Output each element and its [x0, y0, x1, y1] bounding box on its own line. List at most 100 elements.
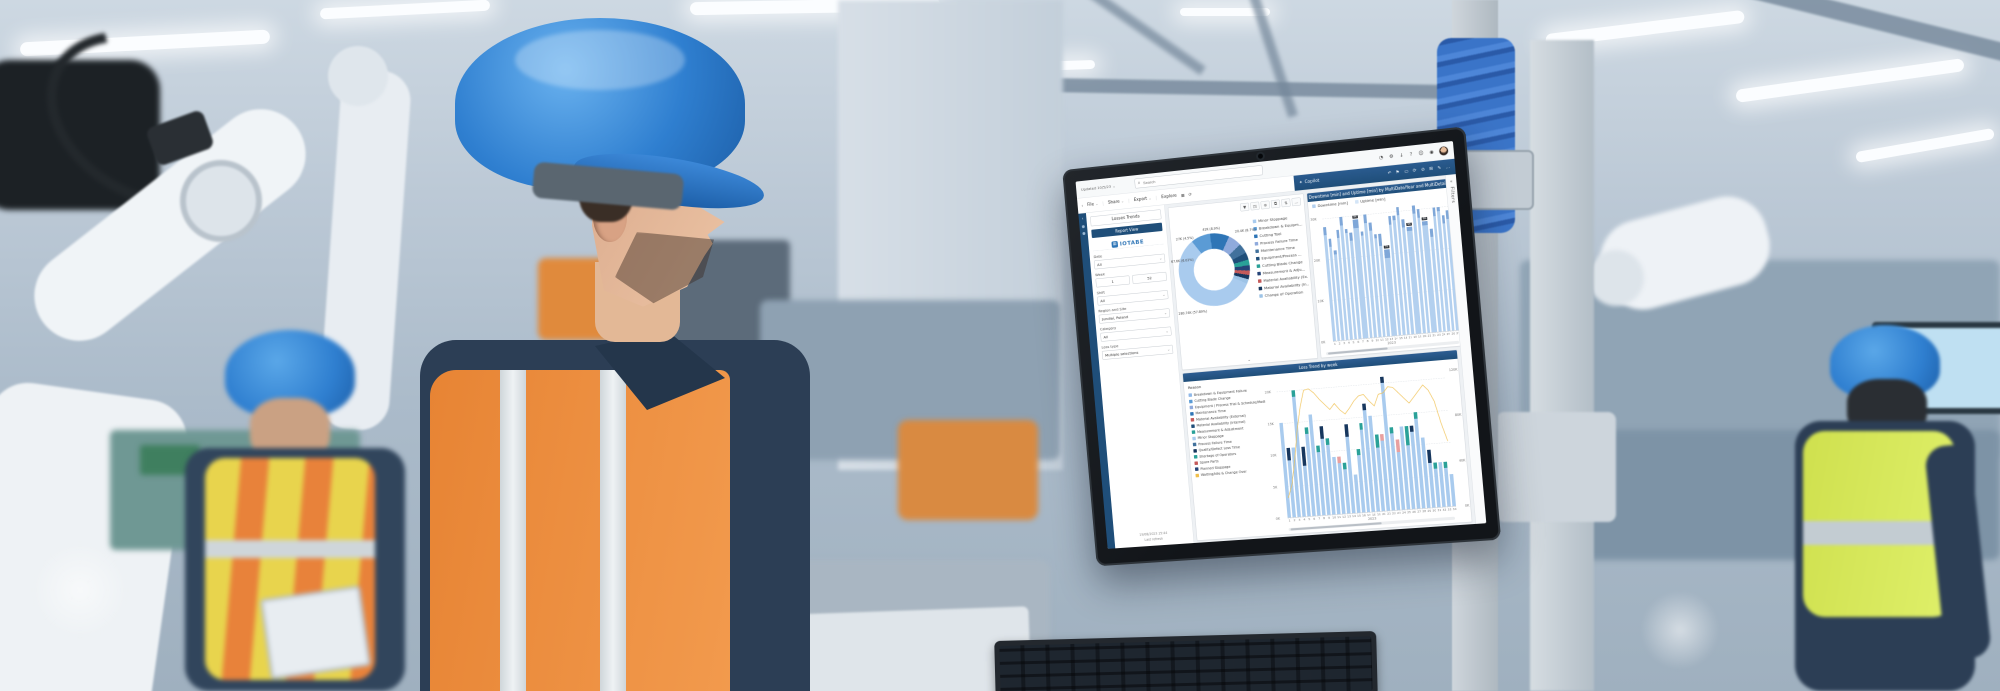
legend-swatch — [1252, 219, 1257, 224]
tablet — [259, 585, 372, 680]
last-updated-text: Updated 10/5/23 — [1080, 184, 1112, 192]
robot-joint — [180, 160, 262, 242]
y-axis-label: 30K — [1310, 217, 1317, 223]
menu-item-file[interactable]: File ⌄ — [1085, 201, 1101, 208]
legend-item[interactable]: Change of Operation — [1259, 289, 1309, 298]
copy-icon[interactable]: ⧉ — [1270, 199, 1281, 209]
background-worker-left — [165, 330, 425, 691]
legend-swatch — [1257, 279, 1262, 283]
bar-segment — [1378, 233, 1383, 247]
monitor-screen: Updated 10/5/23 ⌄ ⌕ ◔ ⚙ ↓? ☺ ◉ ‹ File⌄ | Share… — [1075, 140, 1487, 549]
more-options-icon[interactable]: … — [1291, 197, 1302, 207]
bar-segment — [1319, 426, 1324, 440]
last-updated-label[interactable]: Updated 10/5/23 ⌄ — [1081, 184, 1116, 192]
brand-name: IOTABE — [1119, 238, 1145, 248]
downtime-uptime-card[interactable]: Downtime [min] and Uptime [min] by Multi… — [1306, 178, 1466, 359]
chevron-down-icon: ⌄ — [1095, 201, 1099, 207]
refresh-icon[interactable]: ⟳ — [1412, 167, 1417, 174]
feedback-icon[interactable]: ☺ — [1418, 150, 1424, 157]
search-icon: ⌕ — [1137, 180, 1141, 186]
filter-value: All — [1096, 262, 1102, 267]
more-icon[interactable]: … — [1445, 164, 1451, 170]
legend-label: Maintenance Time — [1195, 408, 1227, 416]
menu-item-share[interactable]: Share ⌄ — [1105, 198, 1126, 205]
bar-segment — [1395, 439, 1401, 453]
legend-label: Process Failure Time — [1259, 237, 1298, 246]
legend-swatch — [1189, 405, 1194, 410]
undo-icon[interactable]: ↶ — [1387, 170, 1392, 177]
bar-segment — [1427, 449, 1432, 463]
legend-swatch — [1257, 271, 1261, 276]
filter-region-and-site: Region and Site Jundiaí, Poland ⌄ — [1098, 302, 1171, 324]
reflective-stripe — [1803, 521, 1955, 545]
focus-mode-icon[interactable]: ◳ — [1250, 201, 1260, 211]
series-legend-item[interactable]: Uptime [min] — [1354, 197, 1385, 205]
y-axis-label: 20K — [1313, 258, 1321, 263]
keyboard[interactable] — [994, 631, 1378, 691]
notifications-icon[interactable]: ◔ — [1378, 154, 1384, 161]
legend-swatch — [1193, 448, 1197, 453]
nav-dot[interactable] — [1082, 231, 1086, 236]
y-axis-right-label: 40K — [1458, 458, 1466, 463]
bar-segment — [1449, 473, 1456, 507]
filter-value: Jundiaí, Poland — [1101, 314, 1129, 322]
legend-swatch — [1259, 294, 1263, 298]
legend-label: Waiting/Idle & Change Over — [1200, 469, 1247, 477]
bar-plot[interactable] — [1275, 365, 1457, 519]
bar-data-label: 9K — [1406, 222, 1413, 226]
menu-item-label: Export — [1133, 196, 1148, 203]
loss-trend-card[interactable]: Loss Trend by week Reason Breakdown & Eq… — [1182, 349, 1473, 541]
collapse-nav-icon[interactable]: ‹ — [1081, 216, 1084, 222]
robot-joint-housing — [0, 60, 160, 210]
chevron-down-icon: ⌄ — [1112, 183, 1116, 189]
menu-item-explore[interactable]: Explore — [1159, 193, 1180, 200]
dashboard: Updated 10/5/23 ⌄ ⌕ ◔ ⚙ ↓? ☺ ◉ ‹ File⌄ | Share… — [1075, 140, 1487, 549]
menu-item-label: Explore — [1161, 193, 1177, 200]
expand-filters-icon[interactable]: « — [1449, 179, 1453, 184]
legend-swatch — [1190, 411, 1194, 416]
comment-icon[interactable]: ▭ — [1403, 168, 1409, 175]
y-axis-label: 15K — [1267, 421, 1274, 427]
layout-icon[interactable]: ▦ — [1180, 192, 1185, 198]
copilot-button[interactable]: ✦ Copilot — [1299, 178, 1320, 185]
filter-value: Multiple selections — [1104, 350, 1139, 358]
series-legend-item[interactable]: Downtime [min] — [1312, 201, 1348, 209]
avatar[interactable] — [1438, 145, 1449, 157]
edit-icon[interactable]: ✎ — [1437, 165, 1442, 171]
bar-plot[interactable]: 9K 7K 9K 9K — [1321, 197, 1460, 342]
chevron-down-icon: ⌄ — [1148, 196, 1152, 201]
losses-donut-card[interactable]: ▼ ◳ ⊛ ⧉ ⇅… 280.74K (57.89%) 67.6K (6.02%) 27K … — [1167, 193, 1318, 371]
filter-icon[interactable]: ▼ — [1239, 202, 1250, 212]
mount-bracket — [1496, 412, 1616, 522]
menu-separator: | — [1155, 195, 1158, 201]
copilot-icon: ✦ — [1298, 179, 1303, 186]
nav-dot[interactable] — [1081, 225, 1085, 229]
refresh-icon[interactable]: ⟳ — [1188, 191, 1192, 197]
bookmark-icon[interactable]: ⚑ — [1395, 169, 1400, 176]
download-icon[interactable]: ↓ — [1399, 152, 1404, 159]
reset-icon[interactable]: ⊘ — [1420, 167, 1425, 173]
help-icon[interactable]: ? — [1409, 151, 1413, 158]
sort-icon[interactable]: ⇅ — [1281, 198, 1291, 208]
menu-item-export[interactable]: Export ⌄ — [1131, 196, 1154, 203]
legend-swatch — [1255, 249, 1259, 254]
webcam — [1257, 153, 1264, 159]
account-icon[interactable]: ◉ — [1429, 148, 1434, 155]
settings-icon[interactable]: ⚙ — [1389, 153, 1394, 160]
y-axis-label: 10K — [1270, 453, 1277, 458]
hat-highlight — [515, 30, 685, 90]
legend-swatch — [1193, 454, 1198, 459]
donut-chart[interactable]: 280.74K (57.89%) 67.6K (6.02%) 27K (4.5%) 4… — [1171, 226, 1260, 363]
ceiling-light-strip — [1180, 8, 1270, 16]
legend-swatch — [1254, 241, 1259, 246]
trend-legend: Reason Breakdown & Equipment Failure Cutt… — [1184, 375, 1277, 538]
chevron-left-icon[interactable]: ‹ — [1081, 203, 1084, 208]
fullscreen-icon[interactable]: ⊞ — [1428, 166, 1434, 172]
range-input[interactable]: 1 — [1095, 275, 1131, 288]
legend-swatch — [1194, 467, 1199, 471]
pin-icon[interactable]: ⊛ — [1260, 200, 1270, 210]
reflective-stripe — [600, 370, 626, 691]
y-axis-label: 0K — [1320, 340, 1326, 345]
range-input[interactable]: 52 — [1132, 271, 1167, 284]
filter-value: All — [1100, 298, 1105, 304]
